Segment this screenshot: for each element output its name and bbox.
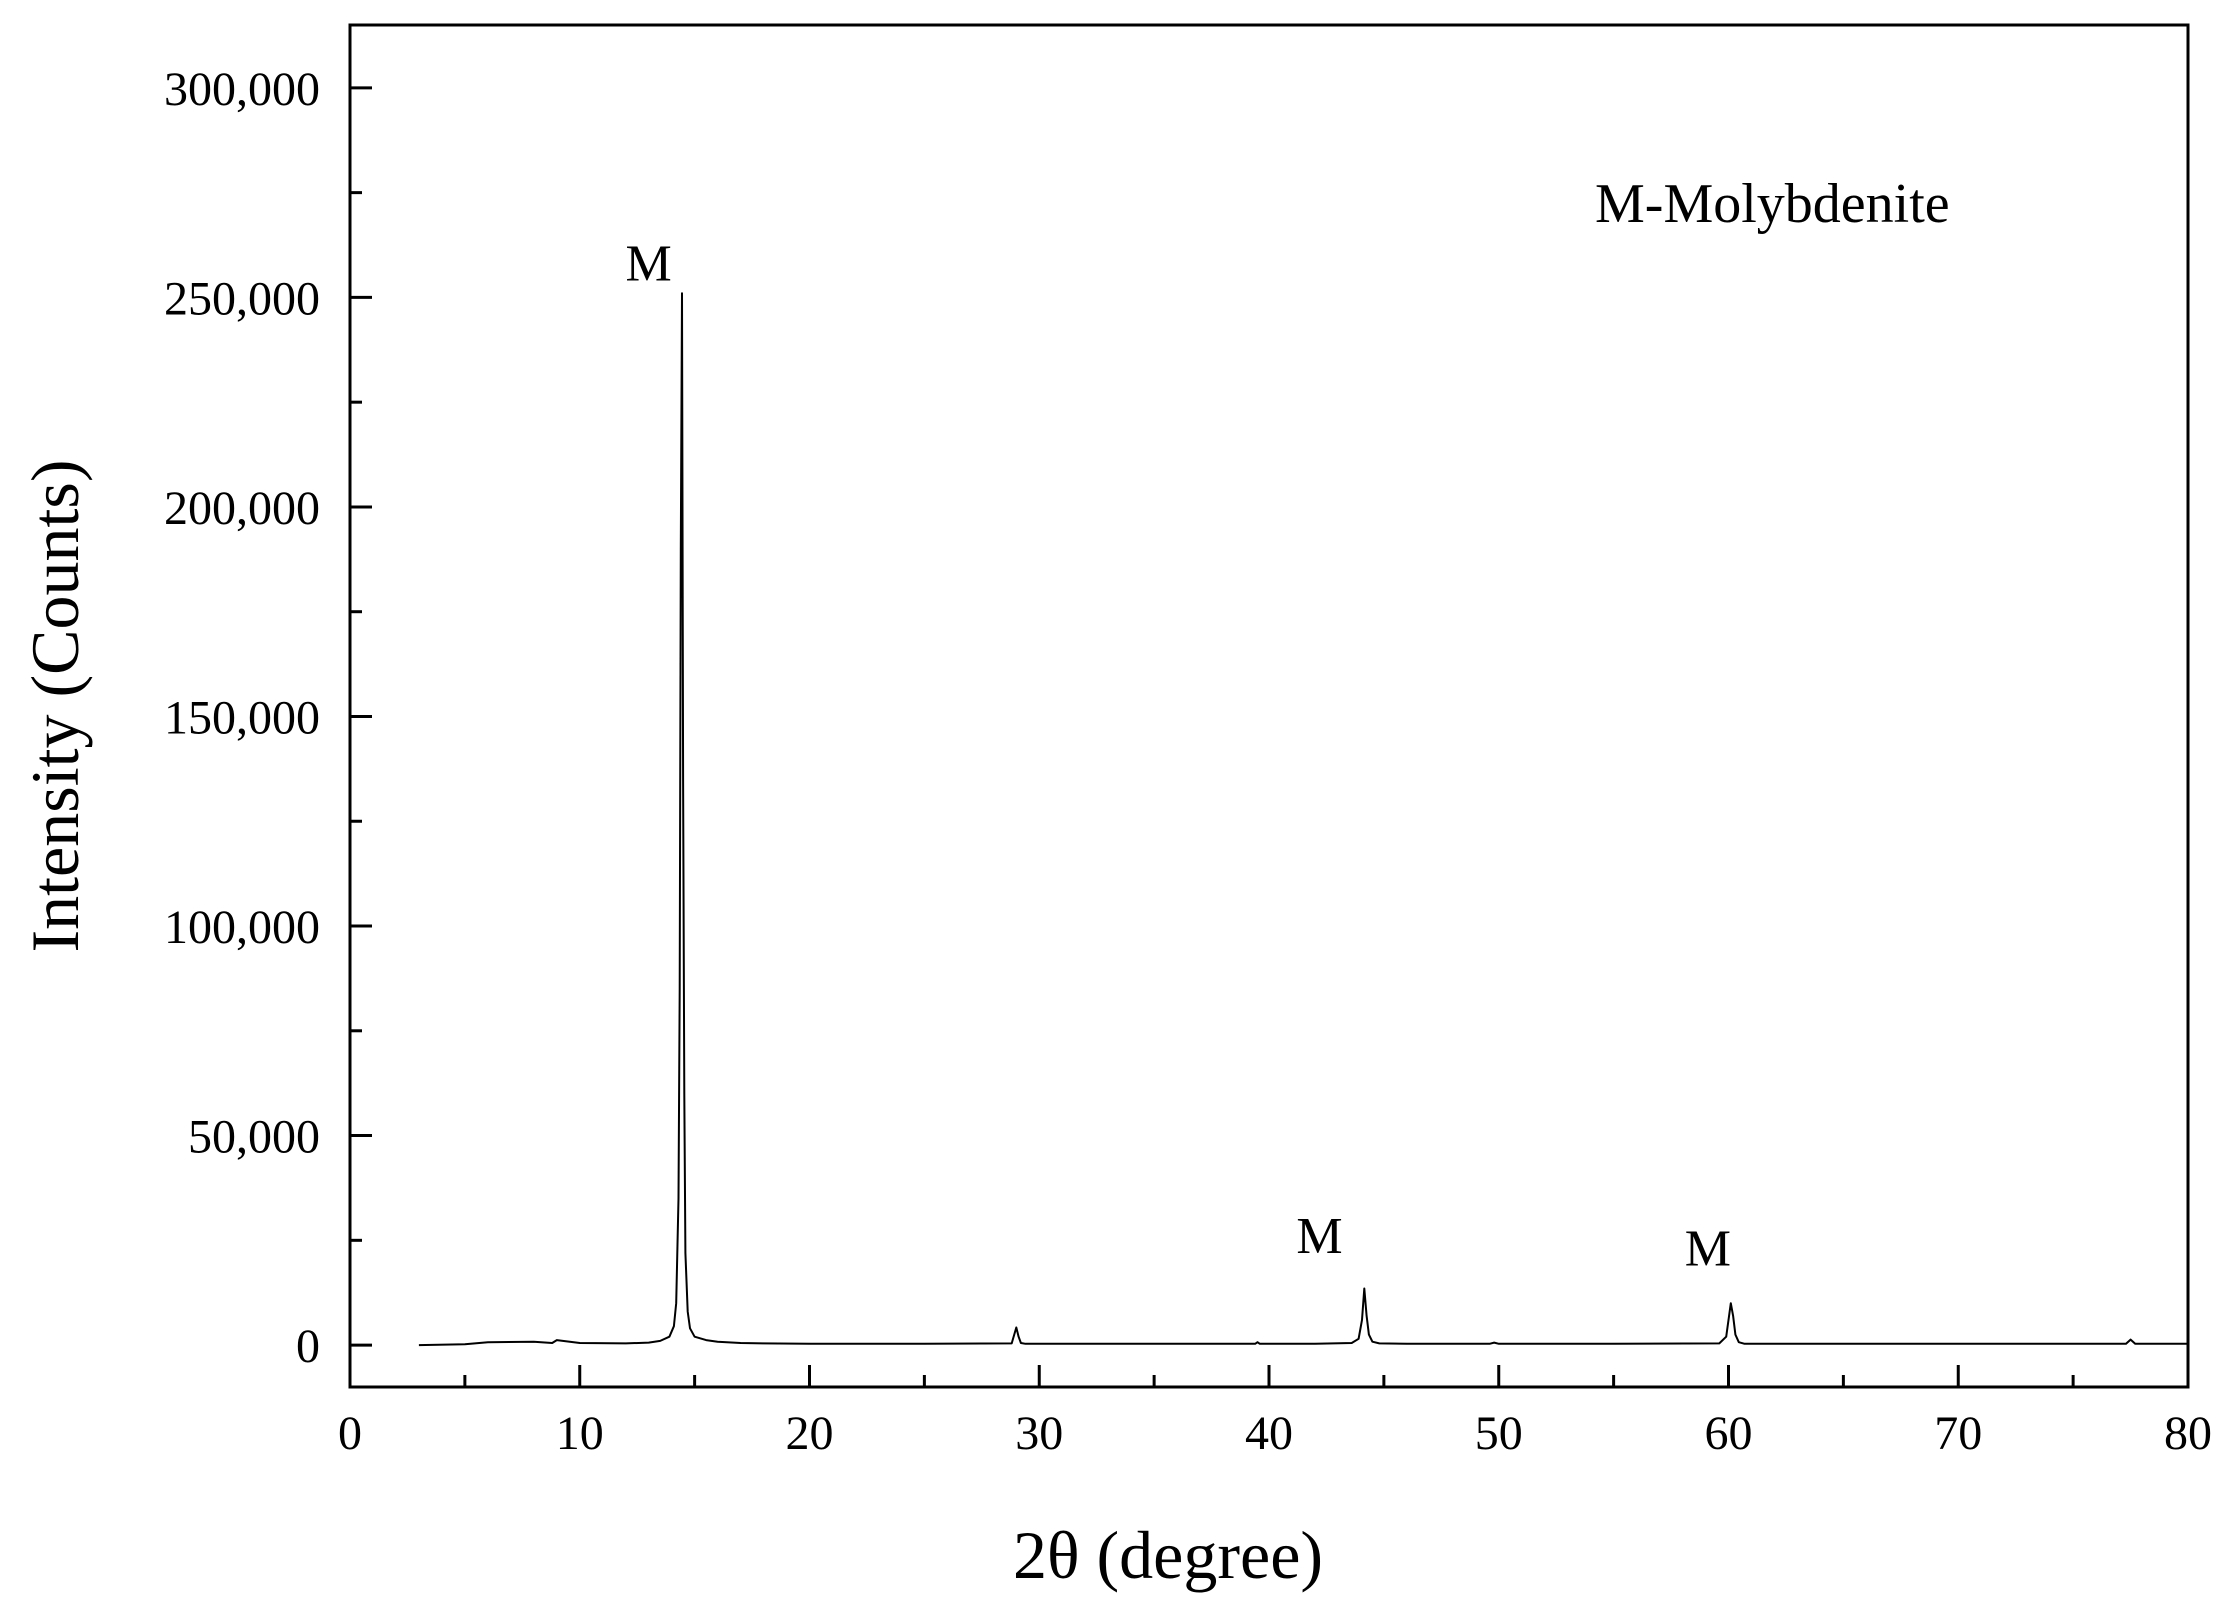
legend-label: M-Molybdenite: [1595, 173, 1950, 235]
y-tick-label: 0: [296, 1320, 320, 1373]
y-tick-label: 300,000: [164, 63, 320, 116]
x-tick-label: 30: [1015, 1407, 1063, 1460]
x-axis-ticks: 0 10 20 30 40 50 60 70 80: [338, 1365, 2212, 1460]
x-tick-label: 40: [1245, 1407, 1293, 1460]
x-tick-label: 20: [786, 1407, 834, 1460]
x-tick-label: 60: [1705, 1407, 1753, 1460]
x-tick-label: 70: [1934, 1407, 1982, 1460]
x-axis-title: 2θ (degree): [1013, 1517, 1323, 1593]
y-axis-ticks: 0 50,000 100,000 150,000 200,000 250,000 300,0…: [164, 63, 372, 1373]
y-tick-label: 50,000: [188, 1111, 320, 1164]
y-tick-label: 200,000: [164, 482, 320, 535]
peak-label: M: [1296, 1208, 1342, 1265]
peak-label: M: [626, 236, 672, 293]
annotation-layer: M M M: [626, 236, 1731, 1278]
x-tick-label: 50: [1475, 1407, 1523, 1460]
xrd-pattern-line: [418, 292, 2188, 1347]
y-tick-label: 250,000: [164, 272, 320, 325]
x-tick-label: 0: [338, 1407, 362, 1460]
y-tick-label: 100,000: [164, 901, 320, 954]
series-layer: [418, 292, 2188, 1347]
x-tick-label: 80: [2164, 1407, 2212, 1460]
x-tick-label: 10: [556, 1407, 604, 1460]
peak-label: M: [1685, 1220, 1731, 1277]
y-axis-title: Intensity (Counts): [17, 460, 93, 953]
y-tick-label: 150,000: [164, 691, 320, 744]
